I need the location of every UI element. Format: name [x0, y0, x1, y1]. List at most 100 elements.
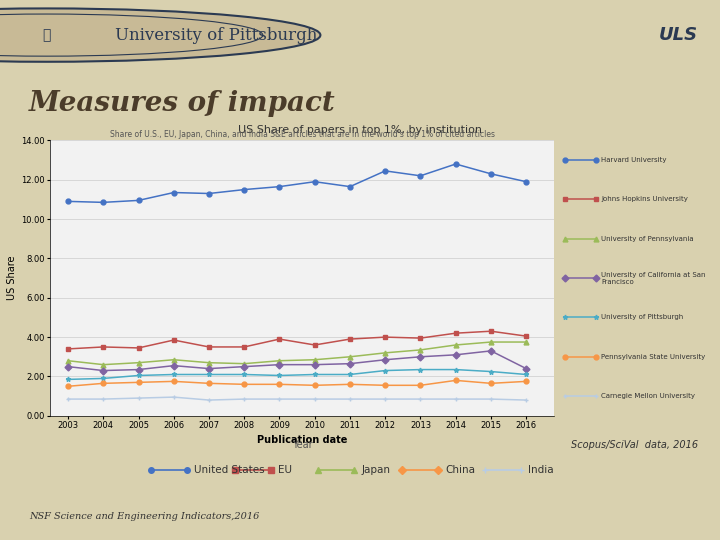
University of Pittsburgh — [522, 372, 531, 378]
University of California at San
Francisco — [204, 366, 213, 372]
Harvard University — [240, 186, 248, 193]
Harvard University — [487, 171, 495, 177]
Harvard University — [522, 178, 531, 185]
University of California at San
Francisco — [522, 366, 531, 372]
Harvard University — [99, 199, 107, 206]
Harvard University — [204, 190, 213, 197]
University of California at San
Francisco — [487, 348, 495, 354]
Johns Hopkins University — [310, 342, 319, 348]
Harvard University — [346, 184, 354, 190]
Text: Year: Year — [292, 440, 312, 450]
Text: NSF Science and Engineering Indicators,2016: NSF Science and Engineering Indicators,2… — [29, 512, 259, 521]
Johns Hopkins University — [346, 336, 354, 342]
Text: University of Pennsylvania: University of Pennsylvania — [601, 236, 694, 242]
Text: United States: United States — [194, 465, 265, 475]
Pennsylvania State University — [240, 381, 248, 388]
University of California at San
Francisco — [63, 363, 72, 370]
University of Pittsburgh — [99, 375, 107, 382]
University of California at San
Francisco — [310, 361, 319, 368]
Pennsylvania State University — [416, 382, 425, 389]
University of Pennsylvania — [310, 356, 319, 363]
Text: EU: EU — [278, 465, 292, 475]
Text: Scopus/SciVal  data, 2016: Scopus/SciVal data, 2016 — [571, 440, 698, 450]
University of Pittsburgh — [204, 372, 213, 378]
Carnegie Mellon University — [204, 397, 213, 403]
Carnegie Mellon University — [310, 396, 319, 402]
Line: Carnegie Mellon University: Carnegie Mellon University — [66, 395, 528, 402]
Johns Hopkins University — [99, 343, 107, 350]
Text: China: China — [445, 465, 475, 475]
University of California at San
Francisco — [451, 352, 460, 358]
University of Pittsburgh — [381, 367, 390, 374]
Pennsylvania State University — [310, 382, 319, 389]
University of Pennsylvania — [134, 360, 143, 366]
University of Pennsylvania — [63, 357, 72, 364]
University of Pittsburgh — [63, 376, 72, 383]
Harvard University — [169, 190, 178, 196]
University of California at San
Francisco — [381, 356, 390, 363]
University of Pennsylvania — [99, 361, 107, 368]
Carnegie Mellon University — [346, 396, 354, 402]
Text: ⛪: ⛪ — [42, 28, 51, 42]
Harvard University — [275, 184, 284, 190]
Carnegie Mellon University — [275, 396, 284, 402]
Text: University of Pittsburgh: University of Pittsburgh — [601, 314, 683, 320]
Harvard University — [310, 178, 319, 185]
Text: Measures of impact: Measures of impact — [29, 90, 336, 117]
Johns Hopkins University — [522, 333, 531, 339]
University of Pennsylvania — [169, 356, 178, 363]
Johns Hopkins University — [381, 334, 390, 340]
Circle shape — [0, 9, 320, 62]
Text: Pennsylvania State University: Pennsylvania State University — [601, 354, 706, 360]
X-axis label: Publication date: Publication date — [257, 435, 348, 444]
Pennsylvania State University — [451, 377, 460, 383]
Carnegie Mellon University — [522, 397, 531, 403]
Pennsylvania State University — [522, 378, 531, 384]
Line: University of Pittsburgh: University of Pittsburgh — [66, 367, 528, 382]
Carnegie Mellon University — [451, 396, 460, 402]
Pennsylvania State University — [275, 381, 284, 388]
Johns Hopkins University — [240, 343, 248, 350]
Y-axis label: US Share: US Share — [7, 256, 17, 300]
University of California at San
Francisco — [134, 366, 143, 373]
Carnegie Mellon University — [99, 396, 107, 402]
Johns Hopkins University — [63, 346, 72, 352]
Text: Japan: Japan — [361, 465, 390, 475]
Pennsylvania State University — [99, 380, 107, 387]
University of California at San
Francisco — [99, 367, 107, 374]
Carnegie Mellon University — [416, 396, 425, 402]
Pennsylvania State University — [169, 378, 178, 384]
Johns Hopkins University — [416, 335, 425, 341]
University of Pittsburgh — [240, 372, 248, 378]
Johns Hopkins University — [204, 343, 213, 350]
Pennsylvania State University — [381, 382, 390, 389]
University of Pittsburgh — [134, 372, 143, 379]
University of Pittsburgh — [310, 372, 319, 378]
Text: US Share of papers in top 1%, by institution: US Share of papers in top 1%, by institu… — [238, 125, 482, 135]
Text: Carnegie Mellon University: Carnegie Mellon University — [601, 393, 696, 399]
University of Pittsburgh — [451, 366, 460, 373]
Johns Hopkins University — [487, 328, 495, 334]
Carnegie Mellon University — [134, 395, 143, 401]
Pennsylvania State University — [204, 380, 213, 387]
Text: University of Pittsburgh: University of Pittsburgh — [115, 26, 318, 44]
University of Pittsburgh — [346, 372, 354, 378]
Harvard University — [416, 173, 425, 179]
University of Pennsylvania — [381, 349, 390, 356]
University of California at San
Francisco — [169, 362, 178, 369]
Johns Hopkins University — [451, 330, 460, 336]
Carnegie Mellon University — [63, 396, 72, 402]
University of Pennsylvania — [240, 360, 248, 367]
Line: Harvard University: Harvard University — [66, 161, 528, 205]
University of California at San
Francisco — [275, 361, 284, 368]
University of Pennsylvania — [522, 339, 531, 345]
Pennsylvania State University — [63, 383, 72, 389]
Line: University of Pennsylvania: University of Pennsylvania — [66, 340, 528, 367]
Text: ULS: ULS — [660, 26, 698, 44]
Text: Share of U.S., EU, Japan, China, and India S&E articles that are in the world's : Share of U.S., EU, Japan, China, and Ind… — [110, 130, 495, 139]
University of Pennsylvania — [204, 360, 213, 366]
University of Pittsburgh — [416, 366, 425, 373]
Pennsylvania State University — [487, 380, 495, 387]
Pennsylvania State University — [134, 379, 143, 386]
University of Pittsburgh — [169, 372, 178, 378]
